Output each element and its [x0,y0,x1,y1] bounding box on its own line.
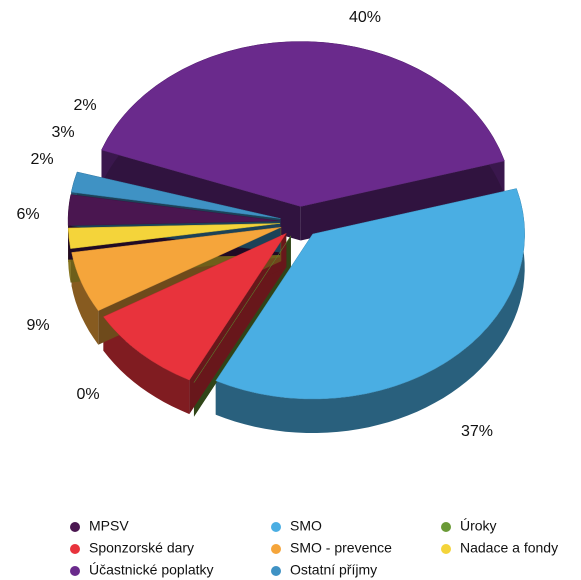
slice-wall [300,160,505,241]
data-label: 3% [51,124,74,141]
slice [215,188,525,400]
slice-wall [189,233,287,415]
slice [70,171,281,219]
data-label: 2% [30,151,53,168]
data-label: 6% [16,206,39,223]
slice [101,41,505,207]
slice [103,232,287,381]
legend-marker [271,522,281,532]
legend-marker [271,566,281,576]
legend-marker [441,544,451,554]
legend-marker [441,522,451,532]
legend-label: SMO [290,518,322,534]
legend-marker [271,544,281,554]
slice [193,235,292,383]
legend-marker [70,522,80,532]
slice-side [103,316,190,415]
data-label: 40% [349,9,381,26]
legend-marker [70,544,80,554]
slice [67,223,281,249]
legend-label: Účastnické poplatky [89,562,214,578]
legend-label: SMO - prevence [290,540,392,556]
slice-side [215,188,525,433]
data-label: 2% [73,97,96,114]
slice [67,194,281,226]
legend-label: Nadace a fondy [460,540,558,556]
legend-label: Úroky [460,518,497,534]
legend-label: Ostatní příjmy [290,562,377,578]
data-label: 9% [26,317,49,334]
data-label: 0% [76,386,99,403]
legend-label: MPSV [89,518,129,534]
data-label: 37% [461,423,493,440]
legend-marker [70,566,80,576]
legend-label: Sponzorské dary [89,540,194,556]
slice [71,226,282,312]
